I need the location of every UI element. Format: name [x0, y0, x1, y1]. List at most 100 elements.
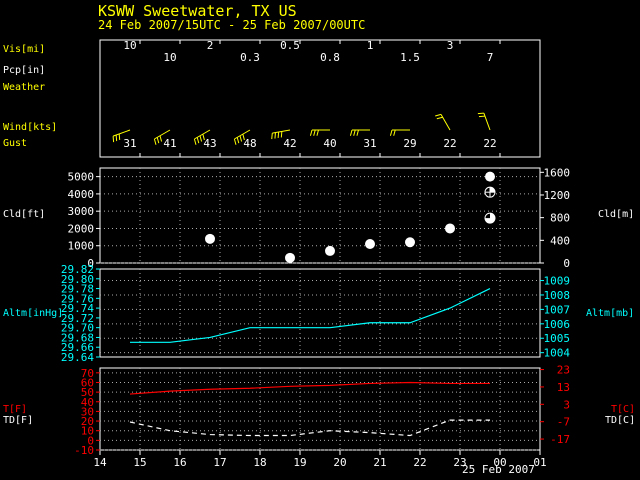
wind-barb-feather	[115, 135, 118, 142]
x-tick-label: 17	[213, 456, 226, 469]
visibility-value: 0.5	[280, 39, 300, 52]
wind-barb-feather	[436, 116, 443, 120]
gust-value: 22	[443, 137, 456, 150]
wind-barb-feather	[277, 131, 280, 139]
temp-c-tick-label: 23	[557, 364, 570, 377]
gust-value: 42	[283, 137, 296, 150]
visibility-value: 10	[163, 51, 176, 64]
altimeter-mb-tick-label: 1008	[544, 289, 571, 302]
wind-barb-staff	[272, 129, 291, 134]
cloud-base-overcast-marker	[405, 237, 415, 248]
wind-barb-staff	[483, 112, 491, 131]
wind-barb-feather	[199, 135, 203, 142]
altm-mb-label: Altm[mb]	[586, 308, 634, 319]
cloud-base-overcast-marker	[445, 223, 455, 234]
wind-barb-feather	[349, 129, 353, 136]
cloud-ft-tick-label: 4000	[68, 188, 95, 201]
wind-barb-feather	[202, 134, 205, 141]
temp-f-tick-label: -10	[74, 444, 94, 457]
wind-barb-feather	[478, 115, 485, 118]
altm-inhg-label: Altm[inHg]	[3, 308, 63, 319]
cloud-ft-tick-label: 0	[87, 257, 94, 270]
x-date-label: 25 Feb 2007	[462, 463, 535, 476]
gust-value: 22	[483, 137, 496, 150]
x-tick-label: 23	[453, 456, 466, 469]
wind-barb-feather	[159, 135, 163, 142]
text-layer: KSWW Sweetwater, TX US 24 Feb 2007/15UTC…	[3, 2, 635, 476]
temp-f-label: T[F]	[3, 404, 27, 415]
altimeter-inhg-tick-label: 29.80	[61, 273, 94, 286]
cloud-base-overcast-marker	[485, 171, 495, 182]
altimeter-line	[130, 288, 491, 343]
temp-c-label: T[C]	[611, 404, 635, 415]
panel-frame	[99, 367, 541, 451]
cloud-m-tick-label: 1200	[544, 189, 571, 202]
panel-frames	[96, 39, 544, 455]
altimeter-mb-tick-label: 1007	[544, 303, 571, 316]
wind-barb-feather	[153, 138, 157, 145]
visibility-value: 3	[447, 39, 454, 52]
altimeter-inhg-tick-label: 29.82	[61, 263, 94, 276]
temp-f-tick-label: 70	[81, 367, 94, 380]
temp-c-tick-label: -17	[550, 433, 570, 446]
visibility-value: 1	[367, 39, 374, 52]
visibility-value: 2	[207, 39, 214, 52]
cloud-base-overcast-marker	[325, 245, 335, 256]
cld-m-label: Cld[m]	[598, 209, 634, 220]
wind-barb-feather	[112, 136, 115, 143]
wind-barb-feather	[316, 129, 319, 136]
cloud-cover-fill	[490, 187, 495, 193]
altimeter-inhg-tick-label: 29.64	[61, 351, 94, 364]
wind-barb-feather	[156, 137, 160, 144]
cloud-base-overcast-marker	[285, 252, 295, 263]
cld-ft-label: Cld[ft]	[3, 209, 45, 220]
gust-value: 29	[403, 137, 416, 150]
wind-barb-feather	[393, 129, 396, 136]
cloud-cover-fill	[485, 213, 495, 224]
period-title: 24 Feb 2007/15UTC - 25 Feb 2007/00UTC	[98, 18, 365, 32]
temp-c-tick-label: -7	[557, 416, 570, 429]
gust-value: 48	[243, 137, 256, 150]
gust-value: 40	[323, 137, 336, 150]
gust-value: 43	[203, 137, 216, 150]
cloud-m-tick-label: 1600	[544, 166, 571, 179]
temp-f-tick-label: 50	[81, 386, 94, 399]
x-tick-label: 14	[93, 456, 107, 469]
wind-barb-feather	[356, 129, 359, 136]
cloud-m-tick-label: 0	[563, 257, 570, 270]
gust-value: 31	[363, 137, 376, 150]
visibility-value: 1.5	[400, 51, 420, 64]
wind-barb-feather	[309, 129, 313, 136]
altimeter-mb-tick-label: 1004	[544, 347, 571, 360]
gust-label: Gust	[3, 138, 27, 149]
wind-barb-feather	[313, 129, 316, 136]
panel-frame	[99, 268, 541, 358]
wind-barb-feather	[233, 138, 237, 145]
weather-label: Weather	[3, 82, 45, 93]
cloud-ft-tick-label: 1000	[68, 240, 95, 253]
x-tick-label: 22	[413, 456, 426, 469]
wind-barb-feather	[353, 129, 356, 136]
x-tick-label: 15	[133, 456, 146, 469]
cloud-ft-tick-label: 3000	[68, 205, 95, 218]
altimeter-inhg-tick-label: 29.72	[61, 312, 94, 325]
altimeter-inhg-tick-label: 29.76	[61, 292, 94, 305]
pcp-label: Pcp[in]	[3, 65, 45, 76]
visibility-value: 0.8	[320, 51, 340, 64]
cloud-ft-tick-label: 5000	[68, 171, 95, 184]
wind-barb-feather	[435, 113, 442, 117]
dewpoint-line	[129, 419, 490, 437]
wind-label: Wind[kts]	[3, 122, 57, 133]
x-tick-label: 01	[533, 456, 546, 469]
altimeter-mb-tick-label: 1005	[544, 332, 571, 345]
x-tick-label: 21	[373, 456, 386, 469]
wind-barb-feather	[389, 129, 393, 136]
wind-barb-feather	[274, 132, 276, 139]
wind-barb-feather	[196, 137, 200, 144]
cloud-m-tick-label: 800	[550, 212, 570, 225]
wind-barb-feather	[242, 134, 245, 141]
wind-barb-feather	[477, 112, 484, 115]
wind-barb-feather	[271, 133, 273, 140]
